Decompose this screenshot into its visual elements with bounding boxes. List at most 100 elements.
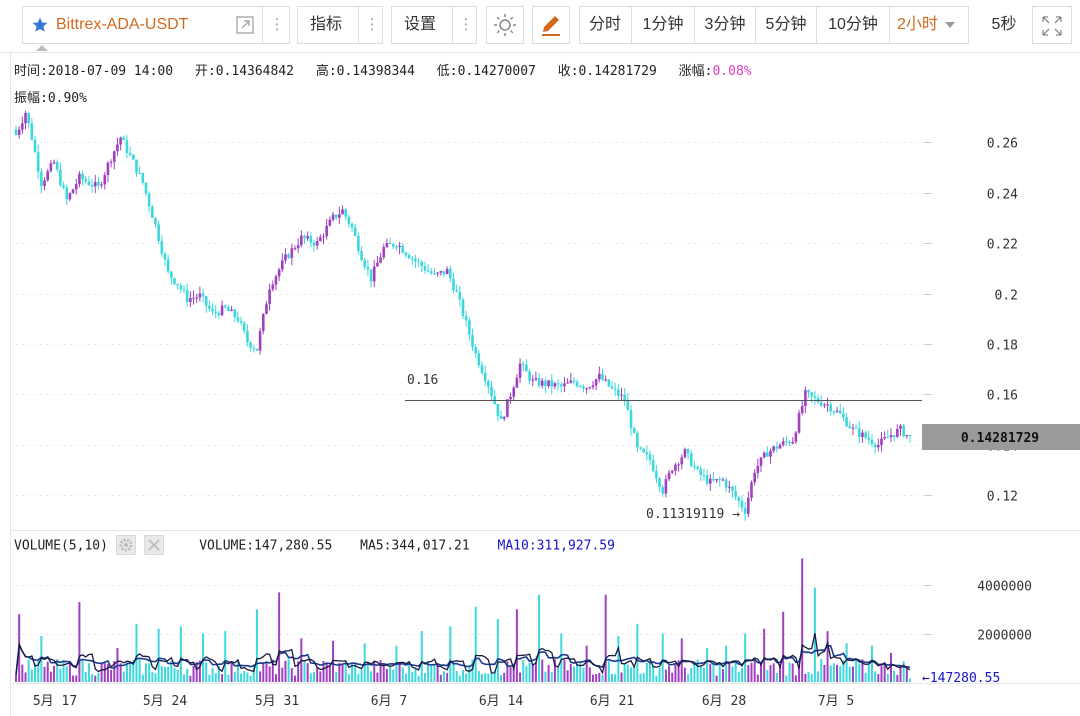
volume-bars[interactable] — [15, 558, 911, 682]
volume-bar — [810, 673, 813, 682]
amplitude-value: 0.90% — [47, 91, 87, 106]
volume-bar — [766, 669, 769, 682]
volume-bar — [446, 672, 449, 682]
ohlc-info: 时间:2018-07-09 14:00 开:0.14364842 高:0.143… — [14, 60, 752, 79]
volume-bar — [772, 663, 775, 682]
period-tab[interactable]: 1分钟 — [642, 16, 684, 33]
volume-bar — [119, 663, 122, 682]
volume-bar — [351, 662, 354, 682]
volume-bar — [839, 666, 842, 682]
candle-body — [334, 214, 338, 218]
more-icon[interactable]: ⋮ — [269, 15, 285, 33]
candle-body — [756, 465, 760, 473]
volume-bar — [408, 660, 411, 682]
volume-bar — [547, 664, 550, 682]
volume-bar — [389, 666, 392, 682]
volume-bar — [544, 671, 547, 682]
candle-body — [426, 270, 430, 272]
volume-bar — [775, 673, 778, 682]
volume-bar — [189, 675, 192, 682]
volume-bar — [794, 675, 797, 682]
more-icon[interactable]: ⋮ — [458, 15, 474, 33]
candle-body — [762, 452, 766, 458]
candle-body — [204, 296, 208, 306]
volume-bar — [572, 666, 575, 682]
volume-bar — [439, 674, 442, 682]
period-tab[interactable]: 分时 — [588, 16, 621, 33]
refresh-interval[interactable]: 5秒 — [991, 16, 1017, 33]
volume-bar — [699, 665, 702, 682]
volume-bar — [157, 628, 160, 682]
period-tab[interactable]: 5分钟 — [765, 16, 807, 33]
volume-bar — [281, 667, 284, 682]
theme-sun-icon[interactable] — [493, 13, 517, 37]
candle-body — [553, 383, 557, 387]
collapse-arrow-icon[interactable] — [36, 43, 48, 51]
indicators-label[interactable]: 指标 — [309, 16, 342, 33]
candle-body — [886, 437, 890, 439]
popout-icon[interactable] — [236, 16, 254, 34]
candle-body — [515, 377, 519, 388]
candle-body — [176, 283, 179, 286]
candle-body — [90, 184, 94, 187]
more-icon[interactable]: ⋮ — [364, 15, 380, 33]
candle-body — [214, 311, 218, 313]
draw-pencil-icon[interactable] — [539, 13, 563, 37]
candle-body — [30, 123, 34, 140]
fullscreen-icon[interactable] — [1040, 14, 1064, 38]
settings-button[interactable] — [391, 6, 477, 44]
theme-button[interactable] — [486, 6, 524, 44]
volume-bar — [744, 633, 747, 682]
candlestick-series[interactable] — [14, 110, 912, 521]
candle-body — [686, 449, 690, 454]
candle-body — [293, 248, 297, 250]
volume-bar — [712, 662, 715, 682]
separator — [358, 6, 359, 44]
gear-icon[interactable] — [115, 535, 136, 555]
volume-bar — [693, 662, 696, 682]
volume-bar — [103, 663, 106, 682]
dropdown-icon[interactable] — [945, 22, 955, 28]
volume-bar — [252, 664, 255, 682]
close-icon[interactable] — [143, 535, 164, 555]
candle-body — [417, 261, 420, 263]
volume-bar — [53, 665, 56, 682]
candle-body — [49, 163, 53, 172]
volume-bar — [474, 606, 477, 682]
candle-body — [366, 266, 370, 270]
candle-body — [182, 289, 186, 291]
candle-body — [753, 472, 756, 483]
volume-bar — [449, 626, 452, 682]
candle-body — [357, 235, 360, 251]
candle-body — [699, 468, 703, 475]
volume-bar — [271, 659, 274, 682]
star-icon[interactable] — [31, 16, 49, 34]
indicators-button[interactable] — [297, 6, 383, 44]
candle-body — [296, 245, 300, 249]
volume-bar — [452, 661, 455, 682]
candle-body — [17, 129, 21, 135]
volume-bar — [785, 675, 788, 682]
volume-bar — [503, 672, 506, 682]
volume-bar — [21, 664, 24, 682]
candle-body — [876, 445, 880, 448]
volume-bar — [84, 671, 87, 682]
fullscreen-button[interactable] — [1032, 6, 1072, 44]
candle-body — [309, 236, 313, 243]
candle-body — [401, 245, 405, 253]
volume-bar — [135, 623, 138, 682]
candle-body — [556, 383, 560, 385]
volume-bar — [763, 628, 766, 682]
period-tab[interactable]: 10分钟 — [828, 16, 878, 33]
period-tab[interactable]: 3分钟 — [704, 16, 746, 33]
volume-bar — [173, 668, 176, 682]
candle-body — [708, 478, 712, 484]
volume-bar — [620, 672, 623, 682]
volume-bar — [649, 660, 652, 682]
pair-label[interactable]: Bittrex-ADA-USDT — [56, 16, 189, 33]
settings-label[interactable]: 设置 — [403, 16, 436, 33]
candle-body — [563, 383, 566, 387]
candle-body — [544, 380, 547, 387]
period-tab-active[interactable]: 2小时 — [897, 16, 938, 33]
